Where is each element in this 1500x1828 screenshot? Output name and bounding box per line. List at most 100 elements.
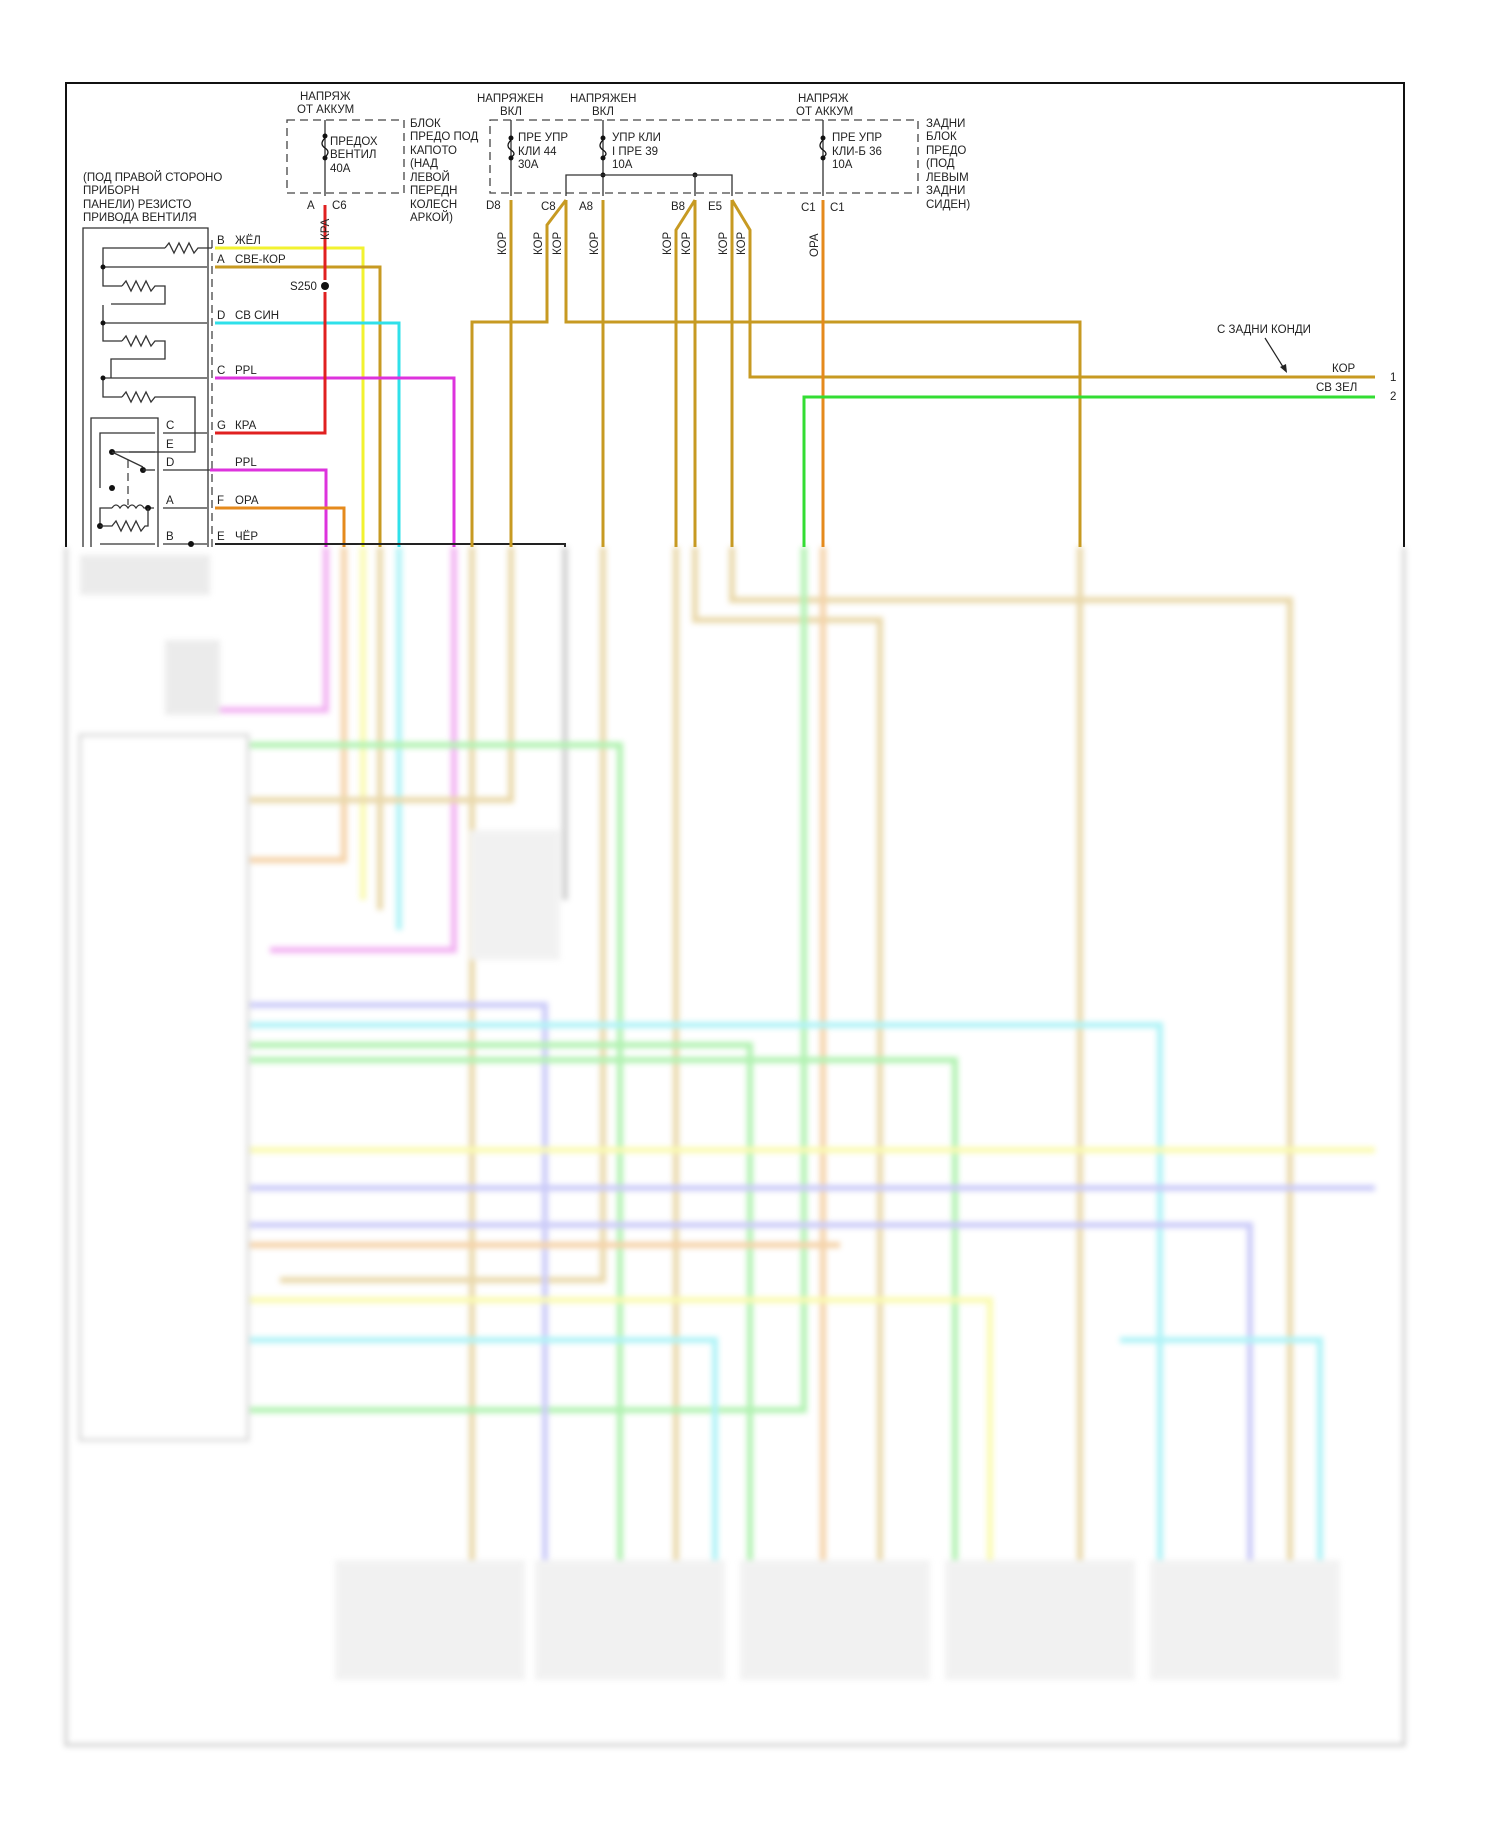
svg-text:E5: E5 — [708, 201, 722, 213]
blower-resistor-label: (ПОД ПРАВОЙ СТОРОНО ПРИБОРН ПАНЕЛИ) РЕЗИ… — [83, 171, 222, 224]
wire-kor-b8a — [674, 199, 697, 547]
splice-s250 — [321, 282, 329, 290]
fuse-39: УПР КЛИ І ПРЕ 39 10A — [565, 120, 733, 196]
svg-text:(ПОД: (ПОД — [926, 158, 955, 170]
wire-label-ora: ОРА — [809, 233, 821, 257]
svg-text:D: D — [166, 457, 174, 469]
wire-color-1: КОР — [1332, 363, 1356, 375]
svg-text:БЛОК: БЛОК — [926, 131, 957, 143]
wire-label-kor: КОР — [497, 231, 509, 255]
svg-text:ВЕНТИЛ: ВЕНТИЛ — [330, 149, 376, 161]
ign-label-1a: НАПРЯЖЕН — [477, 93, 543, 105]
svg-text:СВ СИН: СВ СИН — [235, 310, 279, 322]
svg-text:G: G — [217, 420, 226, 432]
pin-c6: C6 — [332, 200, 347, 212]
svg-text:КЛИ-Б 36: КЛИ-Б 36 — [832, 146, 882, 158]
svg-text:A: A — [166, 495, 174, 507]
wire-yellow — [215, 246, 365, 547]
wire-label-kor: КОР — [662, 231, 674, 255]
svg-text:ПРИБОРН: ПРИБОРН — [83, 185, 140, 197]
svg-text:D: D — [217, 310, 225, 322]
diagram-border — [65, 82, 1405, 547]
svg-text:ПРИВОДА ВЕНТИЛЯ: ПРИВОДА ВЕНТИЛЯ — [83, 212, 197, 224]
svg-text:ЗАДНИ: ЗАДНИ — [926, 185, 965, 197]
blurred-lower-diagram — [64, 547, 1406, 1747]
svg-text:КЛИ 44: КЛИ 44 — [518, 146, 557, 158]
svg-text:СИДЕН): СИДЕН) — [926, 199, 970, 211]
svg-text:D8: D8 — [486, 200, 501, 212]
fuse-36: ПРЕ УПР КЛИ-Б 36 10A — [819, 120, 882, 196]
svg-text:ПЕРЕДН: ПЕРЕДН — [410, 185, 457, 197]
wire-label-kra: КРА — [320, 218, 332, 240]
pin-a: A — [307, 200, 315, 212]
wire-kor-e5b — [730, 199, 1375, 379]
wire-label-kor: КОР — [681, 231, 693, 255]
svg-text:B8: B8 — [671, 201, 685, 213]
svg-text:БЛОК: БЛОК — [410, 118, 441, 130]
svg-text:(ПОД ПРАВОЙ СТОРОНО: (ПОД ПРАВОЙ СТОРОНО — [83, 171, 222, 184]
wire-label-kor: КОР — [718, 231, 730, 255]
svg-text:ЛЕВЫМ: ЛЕВЫМ — [926, 172, 969, 184]
batt-label-1b: ОТ АККУМ — [297, 104, 354, 116]
svg-text:B: B — [217, 235, 225, 247]
wire-red-g — [215, 292, 327, 435]
svg-text:СВЕ-КОР: СВЕ-КОР — [235, 254, 286, 266]
rear-block-label: ЗАДНИ БЛОК ПРЕДО (ПОД ЛЕВЫМ ЗАДНИ СИДЕН) — [926, 118, 970, 211]
svg-text:ПРЕДО ПОД: ПРЕДО ПОД — [410, 131, 478, 143]
svg-text:C: C — [166, 420, 174, 432]
svg-text:ПРЕ УПР: ПРЕ УПР — [518, 132, 568, 144]
arrow-head — [1280, 364, 1287, 373]
wire-purple-d — [210, 468, 328, 547]
svg-text:C: C — [217, 365, 225, 377]
svg-text:40A: 40A — [330, 163, 351, 175]
svg-text:(НАД: (НАД — [410, 158, 438, 170]
fuse-blower-40a: ПРЕДОХ ВЕНТИЛ 40A — [321, 120, 378, 196]
svg-text:A: A — [217, 254, 225, 266]
svg-text:10A: 10A — [612, 159, 633, 171]
svg-text:F: F — [217, 495, 224, 507]
blower-resistor — [82, 227, 215, 547]
svg-text:PPL: PPL — [235, 365, 257, 377]
svg-text:УПР КЛИ: УПР КЛИ — [612, 132, 661, 144]
wire-light-green — [802, 395, 1375, 547]
batt-label-1a: НАПРЯЖ — [300, 91, 351, 103]
svg-text:ПРЕДО: ПРЕДО — [926, 145, 966, 157]
ign-label-2a: НАПРЯЖЕН — [570, 93, 636, 105]
underhood-block-label: БЛОК ПРЕДО ПОД КАПОТО (НАД ЛЕВОЙ ПЕРЕДН … — [410, 118, 478, 224]
pointer-arrow — [1264, 337, 1286, 371]
splice-label: S250 — [290, 281, 317, 293]
wire-label-kor: КОР — [552, 231, 564, 255]
svg-text:10A: 10A — [832, 159, 853, 171]
svg-text:ЛЕВОЙ: ЛЕВОЙ — [410, 171, 450, 184]
underhood-fuse-block — [286, 119, 405, 194]
wire-label-kor: КОР — [736, 231, 748, 255]
svg-text:A8: A8 — [579, 201, 593, 213]
wire-label-kor: КОР — [533, 231, 545, 255]
batt-label-2a: НАПРЯЖ — [798, 93, 849, 105]
svg-text:ПАНЕЛИ) РЕЗИСТО: ПАНЕЛИ) РЕЗИСТО — [83, 199, 191, 211]
wire-black — [215, 543, 566, 547]
wire-kor-c8a — [470, 199, 568, 547]
wire-orange — [215, 506, 346, 547]
svg-text:КОЛЕСН: КОЛЕСН — [410, 199, 457, 211]
svg-text:ЖЁЛ: ЖЁЛ — [235, 235, 261, 247]
resistor-pin-labels: B ЖЁЛ A СВЕ-КОР D СВ СИН C PPL G КРА PPL F ОРА… — [217, 235, 286, 543]
rear-fuse-block — [489, 119, 919, 194]
svg-text:ЗАДНИ: ЗАДНИ — [926, 118, 965, 130]
relay-pins: C E D A B — [166, 420, 174, 543]
pin-1: 1 — [1390, 372, 1396, 384]
svg-text:АРКОЙ): АРКОЙ) — [410, 211, 453, 224]
svg-text:E: E — [166, 439, 174, 451]
svg-text:І ПРЕ 39: І ПРЕ 39 — [612, 146, 658, 158]
svg-text:ОРА: ОРА — [235, 495, 259, 507]
ign-label-2b: ВКЛ — [592, 106, 614, 118]
wire-light-brown — [215, 265, 382, 547]
batt-label-2b: ОТ АККУМ — [796, 106, 853, 118]
pin-2: 2 — [1390, 391, 1396, 403]
svg-text:ПРЕДОХ: ПРЕДОХ — [330, 136, 378, 148]
svg-text:C8: C8 — [541, 201, 556, 213]
wire-color-2: СВ ЗЕЛ — [1316, 382, 1357, 394]
rear-connector-label: С ЗАДНИ КОНДИ — [1217, 324, 1311, 336]
svg-text:PPL: PPL — [235, 457, 257, 469]
